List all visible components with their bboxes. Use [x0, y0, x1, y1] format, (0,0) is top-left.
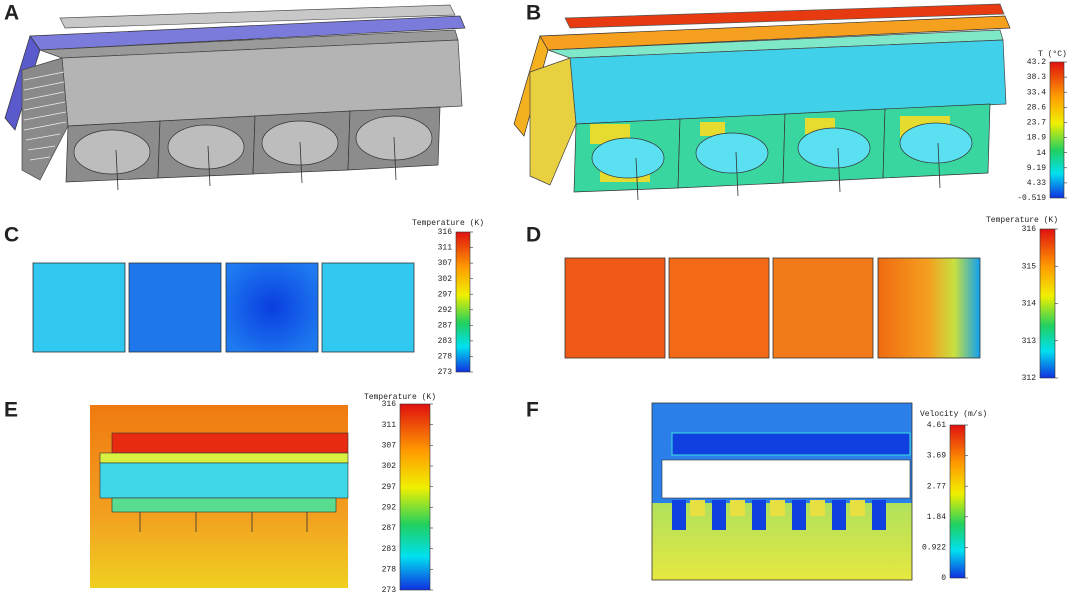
- colorbar-tick-label: 314: [1022, 300, 1037, 309]
- colorbar-tick-label: 316: [1022, 225, 1037, 234]
- colorbar-tick-label: 315: [1022, 262, 1037, 271]
- colorbar: [399, 403, 431, 591]
- colorbar-tick-label: 0.922: [922, 544, 946, 553]
- colorbar-tick-label: 43.2: [1027, 58, 1046, 67]
- colorbar-title: Temperature (K): [412, 219, 484, 228]
- colorbar: [1049, 61, 1065, 199]
- colorbar-tick-label: 312: [1022, 374, 1037, 383]
- panel-c-image: [32, 262, 415, 353]
- colorbar-tick-label: 307: [382, 441, 397, 450]
- panel-label: C: [4, 224, 19, 247]
- colorbar-title: Velocity (m/s): [920, 410, 987, 419]
- colorbar-tick-label: 287: [382, 524, 397, 533]
- panel-f-image: [651, 402, 913, 581]
- colorbar: [1039, 228, 1056, 379]
- colorbar-tick-label: 292: [438, 306, 453, 315]
- colorbar-tick-label: 278: [382, 565, 397, 574]
- panel-label: F: [526, 399, 539, 422]
- colorbar-tick-label: 273: [438, 368, 453, 377]
- colorbar-tick-label: 2.77: [927, 482, 946, 491]
- colorbar-tick-label: 302: [438, 275, 453, 284]
- colorbar-tick-label: 28.6: [1027, 103, 1046, 112]
- panel-label: A: [4, 2, 19, 25]
- colorbar-tick-label: 302: [382, 462, 397, 471]
- colorbar-tick-label: 307: [438, 259, 453, 268]
- panel-d-image: [564, 257, 981, 359]
- colorbar-tick-label: 283: [382, 545, 397, 554]
- panel-label: B: [526, 2, 541, 25]
- colorbar-tick-label: 297: [438, 290, 453, 299]
- colorbar-tick-label: 1.84: [927, 513, 946, 522]
- colorbar-tick-label: 287: [438, 321, 453, 330]
- colorbar-tick-label: 316: [438, 228, 453, 237]
- colorbar-tick-label: 278: [438, 353, 453, 362]
- colorbar-tick-label: 14: [1036, 149, 1046, 158]
- colorbar-tick-label: 9.19: [1027, 164, 1046, 173]
- panel-label: E: [4, 399, 18, 422]
- colorbar-tick-label: 4.61: [927, 421, 946, 430]
- colorbar: [455, 231, 471, 373]
- colorbars: T (°C)43.2 38.3 33.4 28.6 23.7 18.9 14 9.19 4.33…: [364, 50, 1067, 595]
- colorbar: [949, 424, 966, 579]
- panel-a-image: [4, 4, 466, 191]
- panel-b-image: [513, 3, 1011, 201]
- colorbar-tick-label: 0: [941, 574, 946, 583]
- colorbar-title: T (°C): [1038, 50, 1067, 59]
- colorbar-tick-label: 283: [438, 337, 453, 346]
- colorbar-tick-label: 313: [1022, 337, 1037, 346]
- colorbar-tick-label: 23.7: [1027, 119, 1046, 128]
- colorbar-tick-label: 4.33: [1027, 179, 1046, 188]
- colorbar-tick-label: 316: [382, 400, 397, 409]
- colorbar-tick-label: 33.4: [1027, 88, 1046, 97]
- colorbar-title: Temperature (K): [364, 393, 436, 402]
- colorbar-tick-label: 311: [438, 244, 453, 253]
- colorbar-tick-label: 273: [382, 586, 397, 595]
- colorbar-tick-label: 38.3: [1027, 73, 1046, 82]
- colorbar-tick-label: -0.519: [1017, 194, 1046, 203]
- colorbar-tick-label: 297: [382, 483, 397, 492]
- colorbar-tick-label: 18.9: [1027, 134, 1046, 143]
- panel-label: D: [526, 224, 541, 247]
- colorbar-tick-label: 311: [382, 421, 397, 430]
- panel-e-image: [90, 405, 349, 588]
- panel-labels: A B C D E F: [4, 2, 541, 422]
- colorbar-tick-label: 292: [382, 503, 397, 512]
- colorbar-tick-label: 3.69: [927, 452, 946, 461]
- colorbar-title: Temperature (K): [986, 216, 1058, 225]
